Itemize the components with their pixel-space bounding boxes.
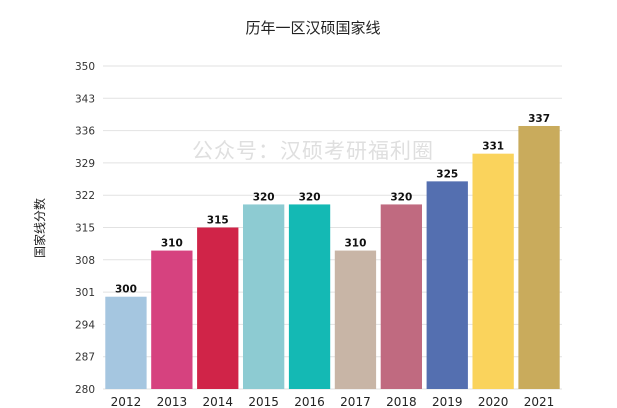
y-tick-label: 301 [75,287,95,299]
bar-2012 [105,296,147,389]
y-tick-label: 350 [75,61,95,73]
chart-title: 历年一区汉硕国家线 [245,19,380,37]
x-tick-label-2019: 2019 [432,395,463,408]
data-label-2020: 331 [482,141,504,153]
y-tick-label: 315 [75,223,95,235]
bars [105,125,560,389]
x-tick-label-2018: 2018 [386,395,417,408]
y-tick-label: 343 [75,93,95,105]
data-labels: 300 310 315 320 320 310 320 325 331 337 [115,113,550,296]
y-tick-label: 336 [75,126,95,138]
y-tick-label: 294 [75,319,95,331]
bar-2018 [380,204,423,389]
data-label-2014: 315 [207,215,229,227]
x-axis-ticks: 2012 2013 2014 2015 2016 2017 2018 2019 2020 2021 [111,395,555,408]
data-label-2017: 310 [344,238,366,250]
x-tick-label-2012: 2012 [111,395,142,408]
data-label-2015: 320 [253,191,275,203]
x-tick-label-2016: 2016 [294,395,325,408]
bar-2015 [242,204,285,389]
x-tick-label-2021: 2021 [524,395,555,408]
data-label-2018: 320 [390,191,412,203]
bar-2013 [151,250,193,389]
x-tick-label-2017: 2017 [340,395,371,408]
y-tick-label: 329 [75,158,95,170]
bar-2021 [518,125,560,389]
data-label-2012: 300 [115,284,137,296]
x-tick-label-2020: 2020 [478,395,509,408]
bar-2014 [197,227,239,389]
y-tick-label: 308 [75,255,95,267]
data-label-2016: 320 [299,191,321,203]
data-label-2021: 337 [528,113,550,125]
y-axis-label: 国家线分数 [32,198,47,258]
bar-2019 [426,181,468,389]
data-label-2019: 325 [436,168,458,180]
y-tick-label: 280 [75,384,95,396]
x-tick-label-2015: 2015 [248,395,279,408]
bar-2016 [288,204,331,389]
y-tick-label: 287 [75,352,95,364]
bar-2017 [334,250,377,389]
y-tick-label: 322 [75,190,95,202]
watermark: 公众号：汉硕考研福利圈 [192,139,434,163]
x-tick-label-2014: 2014 [202,395,233,408]
bar-2020 [472,153,514,389]
data-label-2013: 310 [161,238,183,250]
x-tick-label-2013: 2013 [157,395,188,408]
y-axis-ticks: 280 287 294 301 308 315 322 329 336 343 350 [75,61,95,396]
